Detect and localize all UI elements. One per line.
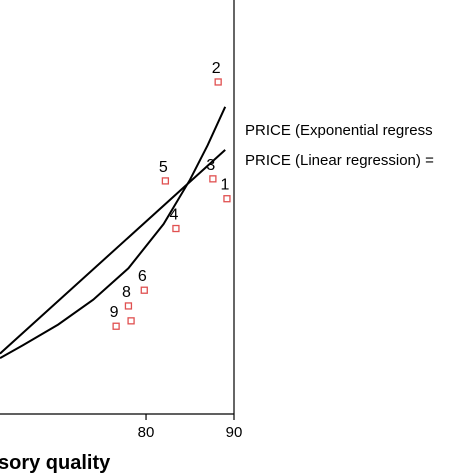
data-point-label: 6	[138, 268, 147, 285]
plot-area: 80 90 1 2 3 4 5 689	[0, 0, 242, 441]
x-tick-label: 80	[138, 424, 155, 441]
data-point-label: 8	[122, 284, 131, 301]
data-point	[172, 224, 180, 233]
data-point	[140, 286, 148, 294]
data-point-label: 9	[110, 304, 119, 321]
data-point-label: 2	[212, 60, 221, 77]
data-point	[161, 177, 170, 185]
legend: PRICE (Exponential regress PRICE (Linear …	[245, 122, 434, 169]
data-point-label: 4	[169, 207, 178, 224]
data-points: 1 2 3 4 5 689	[110, 60, 231, 330]
data-point	[112, 322, 120, 330]
legend-entry: PRICE (Exponential regress	[245, 122, 433, 139]
x-axis-title: sory quality	[0, 452, 111, 474]
data-point-label: 5	[159, 159, 168, 176]
data-point-label: 3	[206, 157, 215, 174]
legend-entry: PRICE (Linear regression) =	[245, 152, 434, 169]
linear-regression-line	[0, 149, 226, 355]
data-point	[209, 175, 217, 183]
data-point	[124, 302, 133, 310]
data-point	[127, 317, 135, 325]
data-point	[223, 195, 231, 203]
exponential-regression-line	[0, 106, 227, 359]
data-point-label: 1	[221, 177, 230, 194]
x-tick-label: 90	[226, 424, 243, 441]
x-ticks: 80 90	[138, 414, 243, 441]
data-point	[214, 78, 222, 86]
fit-lines	[0, 106, 227, 359]
